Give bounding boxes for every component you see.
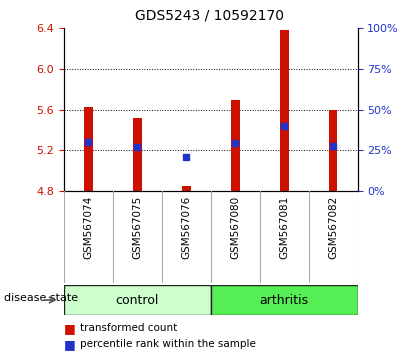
Text: arthritis: arthritis: [259, 293, 309, 307]
Text: control: control: [115, 293, 159, 307]
Text: percentile rank within the sample: percentile rank within the sample: [80, 339, 256, 349]
Text: GSM567082: GSM567082: [328, 196, 338, 259]
Text: GSM567081: GSM567081: [279, 196, 289, 259]
Text: GSM567075: GSM567075: [132, 196, 142, 259]
Text: GDS5243 / 10592170: GDS5243 / 10592170: [135, 9, 284, 23]
Bar: [182, 186, 191, 191]
Text: disease state: disease state: [4, 293, 78, 303]
Bar: [231, 99, 240, 191]
Bar: [329, 110, 337, 191]
Bar: [210, 285, 358, 315]
Text: transformed count: transformed count: [80, 323, 178, 333]
Bar: [133, 118, 141, 191]
Bar: [280, 30, 289, 191]
Bar: [84, 107, 92, 191]
Text: GSM567076: GSM567076: [181, 196, 191, 259]
Bar: [64, 285, 210, 315]
Text: GSM567080: GSM567080: [230, 196, 240, 259]
Text: GSM567074: GSM567074: [83, 196, 93, 259]
Text: ■: ■: [64, 338, 76, 350]
Text: ■: ■: [64, 322, 76, 335]
